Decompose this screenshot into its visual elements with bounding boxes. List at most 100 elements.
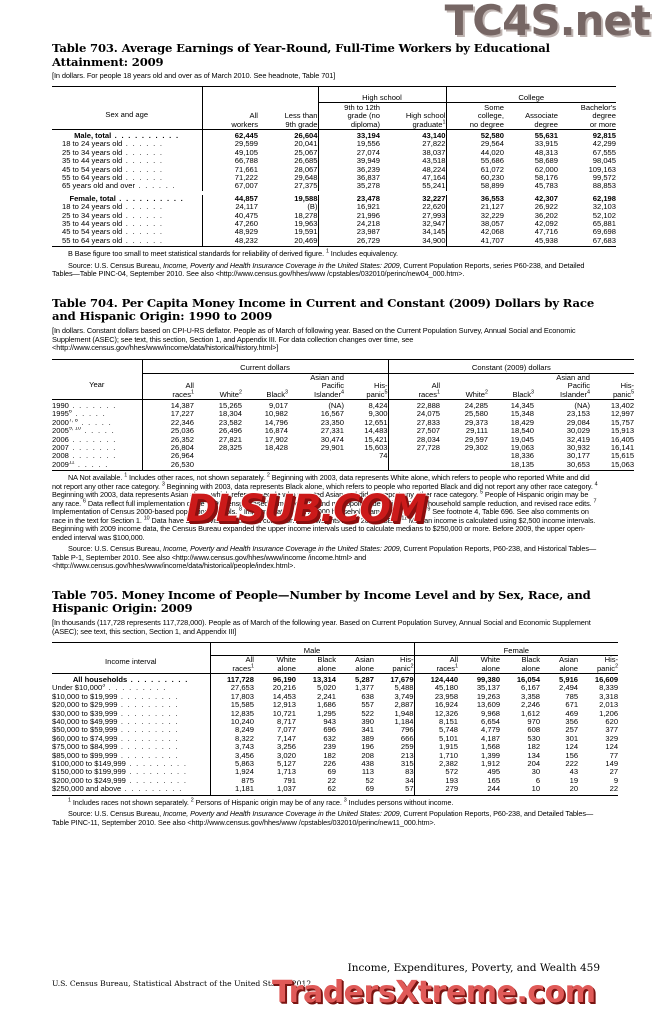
cell-value: 1,377 [354, 683, 374, 693]
cell-value: 25,580 [464, 409, 489, 419]
table-row: 20059, 10 . . . . . 25,036 26,496 16,874 27,… [52, 426, 634, 436]
cell-value: 36,239 [317, 165, 380, 175]
table-703-body: Male, total . . . . . . . . . . 62,445 26,… [52, 129, 617, 247]
cell-value: 9,968 [481, 708, 501, 718]
cell-value: 8,322 [209, 734, 254, 744]
row-label: 2009 [52, 460, 69, 469]
cell-value: 36,553 [445, 194, 504, 204]
t704-col-cur-all-races: All races1 [141, 373, 194, 400]
table-row: $40,000 to $49,999 . . . . . . . . . 10,2… [52, 716, 618, 727]
cell-value: 62,198 [592, 193, 617, 203]
row-label: $250,000 and above [52, 785, 122, 794]
cell-value: 32,103 [592, 202, 617, 212]
table-row: 35 to 44 years old . . . . . . 47,260 19,9… [52, 219, 617, 229]
cell-value: 32,419 [566, 434, 591, 444]
cell-value: 124,440 [413, 673, 459, 685]
leader-dots: . . . . . . . [68, 444, 117, 452]
row-label: Female, total [69, 194, 116, 203]
table-row: All households . . . . . . . . . 117,728 9… [52, 673, 618, 685]
cell-value: 3,456 [209, 751, 254, 760]
cell-value: 55,241 [422, 181, 446, 191]
cell-value [242, 461, 288, 471]
table-703-source: Source: U.S. Census Bureau, Income, Pove… [52, 260, 585, 279]
cell-value: 15,265 [218, 400, 242, 410]
cell-value: 77 [609, 750, 619, 760]
cell-value: 25,067 [294, 147, 318, 157]
cell-value: 1,686 [316, 700, 336, 710]
cell-value: 19,063 [510, 443, 535, 452]
leader-dots: . . . . . . [122, 228, 164, 237]
cell-value: 5,127 [276, 758, 296, 768]
leader-dots: . . . . . . . . . [127, 674, 189, 684]
cell-value: 65,881 [592, 219, 617, 229]
leader-dots: . . . . . . . [68, 452, 117, 461]
cell-value: 1,295 [316, 708, 336, 718]
cell-value: 666 [400, 733, 414, 743]
t703-col-some-college: Some college, no degree [445, 103, 504, 130]
cell-value: 27,728 [387, 443, 441, 453]
cell-value: 257 [565, 725, 579, 735]
cell-value: 182 [527, 742, 541, 752]
t705-col-male-all-races: All races1 [209, 655, 254, 674]
cell-value: 58,689 [534, 156, 558, 166]
row-footnote-marker: 6 [68, 410, 72, 415]
row-label: $30,000 to $39,999 [52, 709, 118, 718]
footer-source: U.S. Census Bureau, Statistical Abstract… [52, 979, 312, 988]
t704-col-con-hispanic: His- panic5 [612, 381, 635, 399]
cell-value: 10 [531, 784, 541, 794]
cell-value: 1,399 [481, 750, 501, 760]
cell-value: (NA) [574, 400, 591, 410]
row-label: $10,000 to $19,999 [52, 692, 118, 701]
cell-value: 5,101 [413, 734, 459, 744]
t704-stub-header: Year [89, 379, 105, 389]
cell-value: 17,227 [141, 409, 194, 419]
cell-value: 239 [323, 742, 336, 752]
cell-value: 44,857 [201, 194, 258, 204]
leader-dots: . . . . . . . . . [117, 717, 179, 726]
cell-value: 20,216 [272, 683, 296, 693]
cell-value: 19,591 [294, 227, 318, 237]
cell-value: 22,346 [141, 418, 194, 428]
cell-value: 943 [323, 716, 336, 726]
row-label: $150,000 to $199,999 [52, 768, 126, 777]
cell-value: 28,325 [218, 443, 242, 452]
cell-value: 3,256 [276, 742, 296, 752]
row-label: 1990 [52, 400, 69, 410]
cell-value: 572 [413, 767, 459, 777]
cell-value: 16,874 [264, 426, 288, 436]
cell-value: 14,345 [510, 400, 535, 410]
cell-value: 27 [609, 767, 619, 777]
cell-value: 23,958 [413, 692, 459, 702]
cell-value: 28,034 [387, 435, 441, 444]
cell-value: 55,631 [534, 131, 558, 140]
cell-value: 1,924 [209, 767, 254, 777]
cell-value: 55,686 [445, 156, 504, 166]
cell-value: 329 [605, 733, 619, 743]
table-705: Male Female Income interval All races1 W… [52, 642, 619, 796]
table-row: $30,000 to $39,999 . . . . . . . . . 12,8… [52, 708, 618, 718]
cell-value: 34,145 [422, 227, 446, 237]
table-row: 25 to 34 years old . . . . . . 49,105 25,0… [52, 147, 616, 158]
cell-value: 29,302 [464, 443, 489, 452]
cell-value: 8,249 [209, 725, 254, 735]
cell-value: 27,653 [209, 683, 254, 693]
cell-value: 62,000 [534, 164, 558, 174]
cell-value: 1,915 [413, 742, 459, 752]
cell-value: 14,796 [264, 417, 288, 427]
cell-value: 40,475 [201, 211, 258, 221]
table-row: Under $10,0003 . . . . . . . . . 27,653 20… [52, 683, 618, 693]
cell-value: 38,037 [422, 147, 446, 157]
cell-value: 7,147 [276, 733, 296, 743]
cell-value: 18,336 [510, 451, 535, 461]
cell-value: 19,963 [294, 219, 318, 229]
cell-value: 149 [605, 758, 619, 768]
t704-group-constant: Constant (2009) dollars [387, 359, 635, 374]
table-705-body: All households . . . . . . . . . 117,728 9… [52, 673, 619, 796]
row-label: $75,000 to $84,999 [52, 743, 118, 752]
cell-value: 99,380 [476, 674, 501, 684]
table-row: 20007, 8 . . . . . 22,346 23,582 14,796 23,3… [52, 417, 634, 428]
cell-value: 26,922 [534, 202, 558, 212]
cell-value: 48,232 [201, 236, 258, 247]
leader-dots: . . . . . . [122, 165, 164, 174]
cell-value: 4,779 [481, 725, 501, 735]
